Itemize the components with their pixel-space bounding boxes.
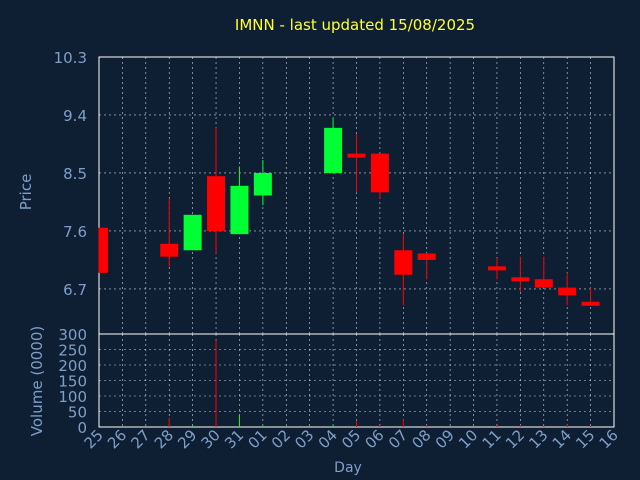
candle-body	[347, 153, 366, 158]
candle-body	[534, 279, 553, 288]
x-axis-label: Day	[334, 460, 362, 476]
x-tick-label: 06	[362, 426, 388, 452]
volume-tick-label: 200	[58, 357, 87, 375]
x-tick-label: 28	[151, 426, 177, 452]
candle-body	[324, 127, 343, 173]
x-tick-label: 03	[291, 426, 317, 452]
price-tick-label: 6.7	[63, 281, 87, 299]
price-tick-label: 8.5	[63, 165, 87, 183]
x-tick-label: 10	[455, 426, 481, 452]
x-tick-label: 08	[408, 426, 434, 452]
price-tick-label: 10.3	[54, 49, 87, 67]
candle-body	[417, 253, 436, 260]
candle-body	[558, 287, 577, 296]
x-tick-label: 15	[572, 426, 598, 452]
candle-body	[370, 153, 389, 193]
volume-tick-label: 100	[58, 388, 87, 406]
x-tick-label: 02	[268, 426, 294, 452]
volume-tick-label: 0	[77, 419, 87, 437]
x-tick-label: 07	[385, 426, 411, 452]
candle-body	[160, 243, 179, 257]
x-tick-label: 31	[221, 426, 247, 452]
volume-tick-label: 150	[58, 373, 87, 391]
candle-body	[99, 227, 108, 273]
x-tick-label: 30	[198, 426, 224, 452]
volume-axis-label: Volume (0000)	[28, 326, 46, 436]
volume-tick-label: 250	[58, 342, 87, 360]
price-tick-label: 7.6	[63, 223, 87, 241]
x-tick-label: 09	[432, 426, 458, 452]
x-tick-label: 14	[549, 426, 575, 452]
x-tick-labels: 2526272829303101020304050607080910111213…	[81, 426, 622, 452]
x-tick-label: 04	[315, 426, 341, 452]
x-tick-label: 05	[338, 426, 364, 452]
candle-body	[253, 172, 272, 196]
volume-tick-label: 50	[68, 404, 87, 422]
x-tick-label: 11	[479, 426, 505, 452]
candle-body	[487, 266, 506, 271]
x-tick-label: 12	[502, 426, 528, 452]
price-panel: 10.3 9.4 8.5 7.6 6.7	[54, 49, 615, 335]
x-tick-label: 27	[127, 426, 153, 452]
x-tick-label: 29	[174, 426, 200, 452]
candle-body	[581, 301, 600, 306]
candle-body	[207, 176, 226, 231]
candle-body	[511, 277, 530, 282]
price-axis-label: Price	[17, 174, 35, 211]
volume-tick-label: 300	[58, 326, 87, 344]
x-tick-label: 26	[104, 426, 130, 452]
candle-body	[183, 214, 202, 251]
x-tick-label: 13	[525, 426, 551, 452]
candle-body	[394, 250, 413, 275]
candle-body	[230, 185, 249, 235]
price-tick-label: 9.4	[63, 107, 87, 125]
x-tick-label: 01	[244, 426, 270, 452]
chart-title: IMNN - last updated 15/08/2025	[235, 16, 475, 34]
x-tick-label: 16	[596, 426, 622, 452]
